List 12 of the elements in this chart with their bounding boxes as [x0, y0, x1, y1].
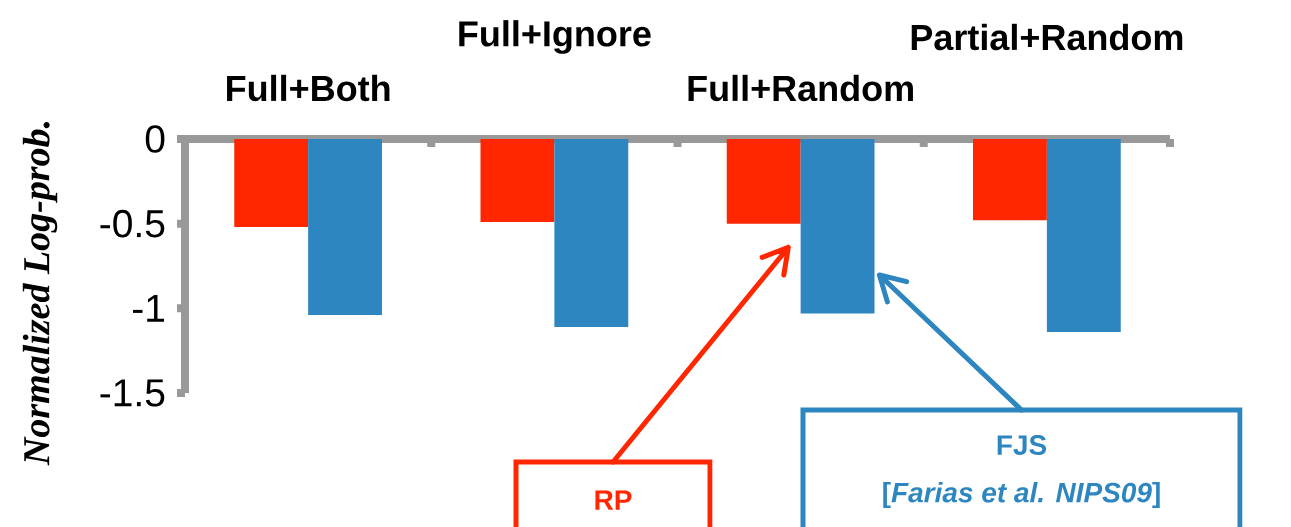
y-axis-title: Normalized Log-prob.	[22, 122, 58, 466]
y-tick-label: -0.5	[100, 209, 165, 238]
y-tick-label: 0	[145, 125, 165, 153]
text: [Farias et al. NIPS09]	[883, 481, 1160, 509]
x-tick-label: Full+Ignore	[459, 20, 651, 54]
x-tick-label: Full+Both	[227, 74, 390, 102]
y-tick-label: -1	[132, 294, 165, 322]
x-tick-label: Full+Random	[688, 74, 913, 102]
text: FJS	[997, 435, 1047, 455]
text: RP	[595, 490, 632, 510]
x-tick-label: Partial+Random	[911, 23, 1183, 51]
y-tick-label: -1.5	[100, 379, 165, 407]
